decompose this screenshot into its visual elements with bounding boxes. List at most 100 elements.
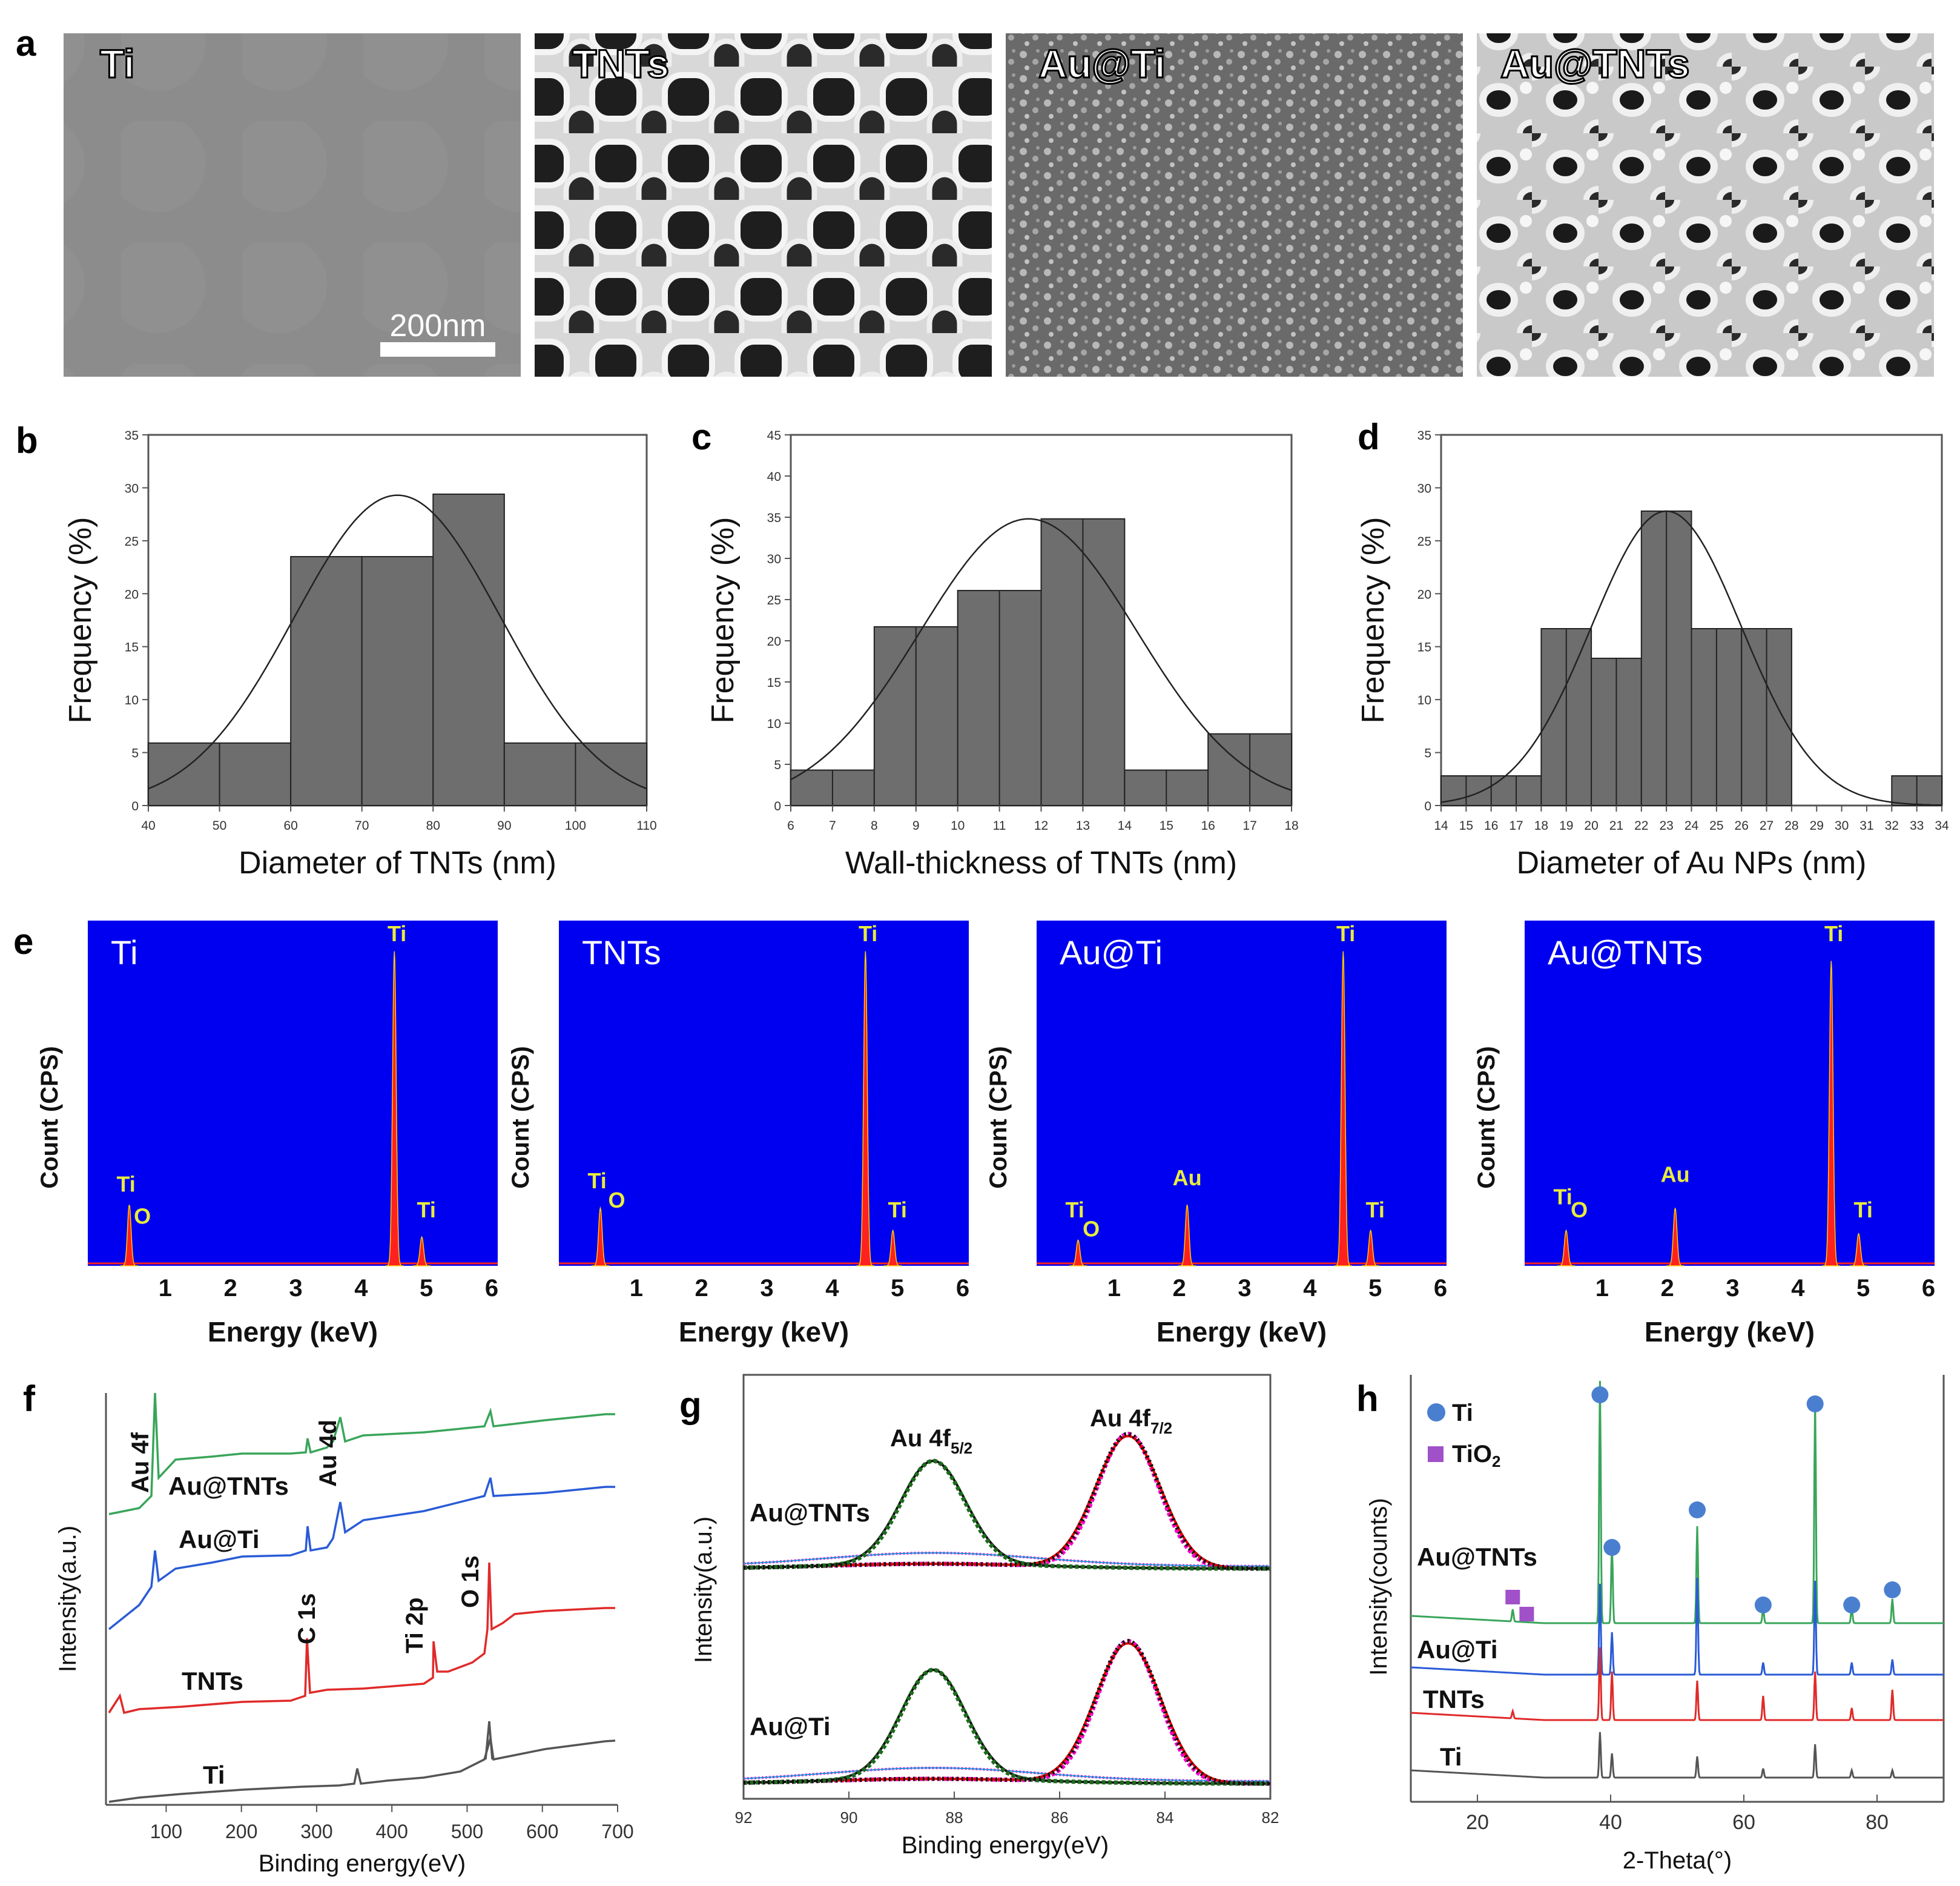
peak-label: Au [1173, 1165, 1202, 1190]
spectrum-peak [1822, 961, 1841, 1266]
series-label-ti: Ti [203, 1761, 225, 1789]
x-tick-label: 4 [1791, 1275, 1805, 1302]
series-line-au-tnts [108, 1392, 615, 1515]
peak-label: Ti [888, 1197, 906, 1222]
y-tick-label: 10 [125, 693, 139, 707]
ti-peak-marker [1884, 1581, 1901, 1598]
peak-label: Ti [1853, 1197, 1872, 1222]
peak-label: Ti [1336, 921, 1355, 946]
scale-bar [380, 342, 495, 357]
y-tick-label: 25 [125, 535, 139, 549]
y-axis-title: Intensity(a.u.) [690, 1517, 717, 1663]
x-tick-label: 2 [1173, 1275, 1186, 1302]
x-tick-label: 9 [912, 819, 920, 833]
x-tick-label: 4 [354, 1275, 368, 1302]
x-tick-label: 100 [150, 1821, 182, 1842]
legend-ti-label: Ti [1452, 1400, 1473, 1426]
x-tick-label: 2 [224, 1275, 237, 1302]
x-tick-label: 6 [485, 1275, 498, 1302]
spectrum-title: Au@TNTs [1548, 933, 1703, 971]
x-tick-label: 3 [1238, 1275, 1251, 1302]
spectrum-background [88, 921, 498, 1266]
series-line-tnts [108, 1562, 615, 1715]
x-tick-label: 24 [1684, 819, 1699, 833]
y-tick-label: 5 [131, 747, 139, 761]
spectrum-peak [1557, 1229, 1576, 1266]
x-tick-label: 14 [1118, 819, 1132, 833]
y-tick-label: 40 [767, 470, 781, 484]
x-tick-label: 27 [1760, 819, 1774, 833]
tio2-peak-marker [1505, 1590, 1520, 1604]
y-axis-title: Frequency (%) [63, 517, 98, 724]
x-tick-label: 200 [225, 1821, 257, 1842]
annotation-ti2p: Ti 2p [401, 1597, 428, 1653]
spectrum-title: Ti [111, 933, 138, 971]
x-tick-label: 2 [1661, 1275, 1674, 1302]
x-tick-label: 7 [829, 819, 836, 833]
x-tick-label: 13 [1076, 819, 1090, 833]
legend-ti-marker [1427, 1403, 1445, 1421]
x-tick-label: 1 [1107, 1275, 1121, 1302]
x-tick-label: 20 [1466, 1811, 1489, 1834]
x-tick-label: 12 [1034, 819, 1048, 833]
peak-label: Ti [1365, 1197, 1384, 1222]
sem-image-ti: Ti 200nm [64, 33, 521, 377]
x-tick-label: 6 [956, 1275, 969, 1302]
x-tick-label: 15 [1160, 819, 1173, 833]
gaussian-fit-curve [790, 518, 1292, 792]
x-tick-label: 80 [1866, 1811, 1889, 1834]
y-axis-title: Intensity(counts) [1365, 1498, 1392, 1675]
series-label-au-tnts: Au@TNTs [168, 1472, 289, 1500]
histogram-b: 40 50 60 70 80 90 100 110 0 5 10 15 20 25 30 35 Diameter… [63, 429, 657, 881]
x-tick-label: 80 [426, 819, 440, 833]
x-tick-label: 6 [1434, 1275, 1447, 1302]
spectrum-peak [1361, 1229, 1380, 1266]
gaussian-fit-curve [1440, 510, 1942, 806]
x-tick-label: 29 [1810, 819, 1824, 833]
x-tick-label: 82 [1262, 1808, 1279, 1827]
spectrum-peak [1666, 1208, 1684, 1266]
x-tick-label: 30 [1835, 819, 1849, 833]
x-axis-title: Wall-thickness of TNTs (nm) [845, 845, 1237, 881]
x-tick-label: 3 [760, 1275, 773, 1302]
x-tick-label: 1 [159, 1275, 172, 1302]
x-tick-label: 32 [1885, 819, 1899, 833]
x-tick-label: 6 [787, 819, 794, 833]
histogram-d: 14 15 16 17 18 19 20 21 22 23 24 25 26 27 28 29 30 31 32 33… [1356, 429, 1949, 881]
y-axis-title: Intensity(a.u.) [54, 1526, 81, 1672]
histogram-bar [290, 556, 363, 806]
y-axis-title: Count (CPS) [1473, 1046, 1500, 1189]
peak-label: O [1083, 1217, 1100, 1242]
x-tick-label: 86 [1051, 1808, 1069, 1827]
y-tick-label: 5 [1424, 747, 1431, 761]
y-tick-label: 0 [131, 799, 139, 813]
x-tick-label: 21 [1609, 819, 1623, 833]
spectrum-peak [856, 951, 875, 1266]
x-tick-label: 3 [1726, 1275, 1739, 1302]
series-peak-ti-o1s [484, 1721, 493, 1760]
series-label-ti: Ti [1440, 1742, 1462, 1771]
y-axis-title: Count (CPS) [36, 1046, 63, 1189]
x-tick-label: 16 [1201, 819, 1215, 833]
ti-peak-marker [1754, 1596, 1772, 1613]
spectrum-peak [385, 951, 404, 1266]
y-tick-label: 15 [767, 676, 781, 690]
x-tick-label: 70 [355, 819, 369, 833]
x-tick-label: 14 [1434, 819, 1448, 833]
y-tick-label: 30 [767, 552, 781, 566]
x-tick-label: 8 [871, 819, 878, 833]
y-axis-title: Frequency (%) [705, 517, 741, 724]
x-axis-title: Diameter of TNTs (nm) [239, 845, 556, 881]
series-line [1410, 1647, 1944, 1721]
x-tick-label: 25 [1709, 819, 1723, 833]
x-tick-label: 4 [825, 1275, 839, 1302]
ti-peak-marker [1689, 1501, 1706, 1518]
y-tick-label: 10 [767, 717, 781, 731]
x-tick-label: 700 [601, 1821, 633, 1842]
y-axis-title: Frequency (%) [1356, 517, 1391, 724]
x-tick-label: 40 [141, 819, 155, 833]
x-tick-label: 500 [451, 1821, 483, 1842]
x-tick-label: 600 [526, 1821, 558, 1842]
spectrum-peak [883, 1229, 902, 1266]
